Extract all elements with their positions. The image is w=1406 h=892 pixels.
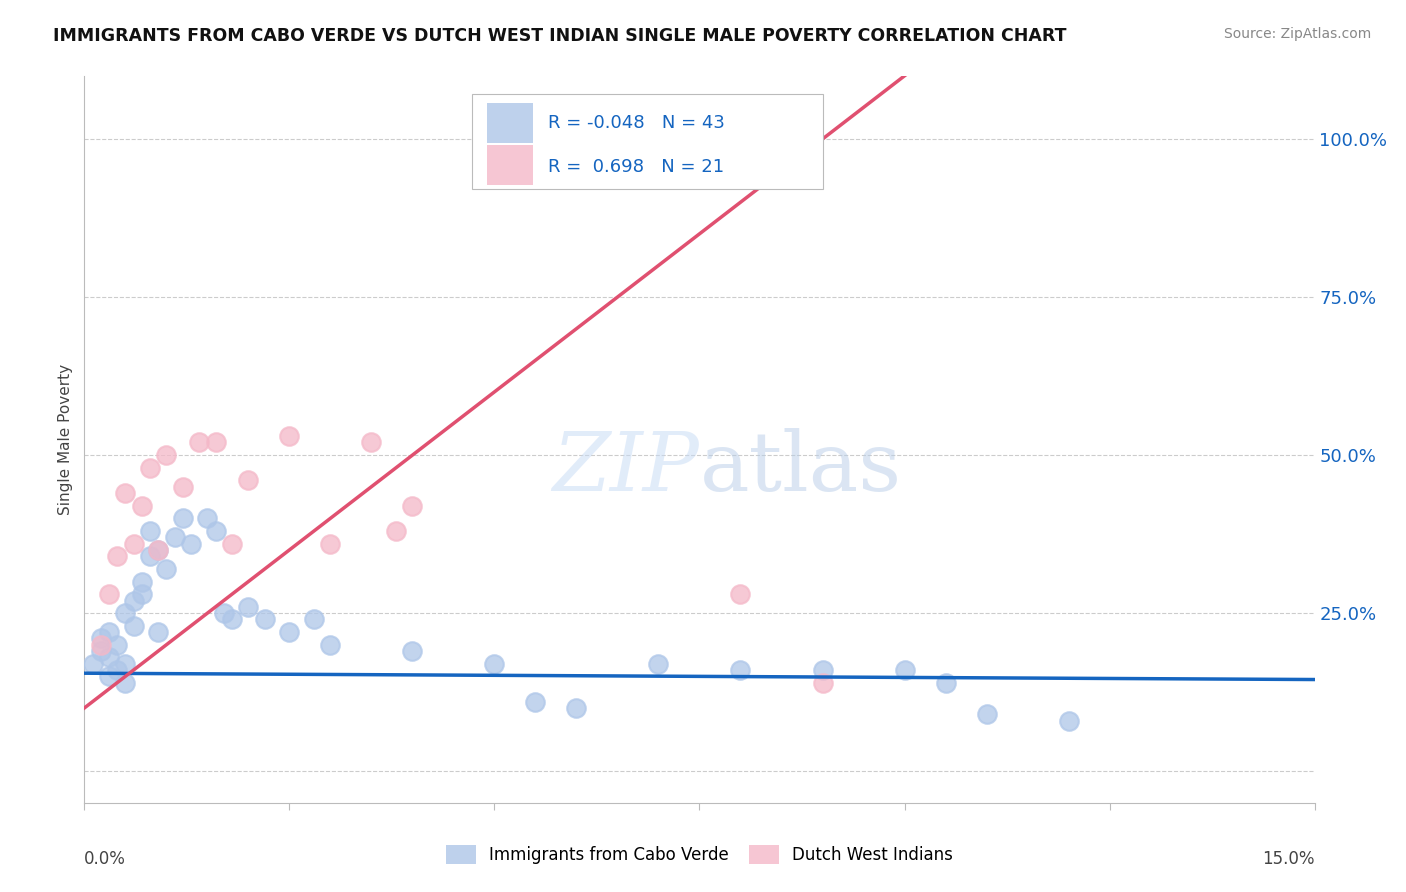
Text: R =  0.698   N = 21: R = 0.698 N = 21 bbox=[548, 158, 724, 176]
Point bbox=[278, 625, 301, 640]
Point bbox=[197, 511, 219, 525]
Point bbox=[139, 549, 162, 564]
Point bbox=[647, 657, 669, 671]
Point bbox=[90, 632, 112, 646]
Point bbox=[484, 657, 506, 671]
Point bbox=[105, 549, 128, 564]
Point bbox=[139, 460, 162, 475]
Text: ZIP: ZIP bbox=[553, 428, 700, 508]
Point bbox=[155, 562, 177, 576]
Y-axis label: Single Male Poverty: Single Male Poverty bbox=[58, 364, 73, 515]
Point bbox=[253, 612, 276, 626]
Point bbox=[524, 695, 547, 709]
Point bbox=[114, 486, 136, 500]
Point bbox=[221, 612, 243, 626]
Text: R = -0.048   N = 43: R = -0.048 N = 43 bbox=[548, 114, 725, 132]
Point bbox=[976, 707, 998, 722]
Point bbox=[238, 599, 260, 614]
Point bbox=[565, 701, 588, 715]
Point bbox=[163, 530, 186, 544]
Point bbox=[1057, 714, 1080, 728]
Point bbox=[82, 657, 104, 671]
Point bbox=[180, 536, 202, 550]
Point bbox=[131, 499, 153, 513]
Point bbox=[148, 543, 170, 558]
Point bbox=[188, 435, 211, 450]
Point bbox=[114, 606, 136, 620]
Point bbox=[893, 663, 915, 677]
Point bbox=[148, 625, 170, 640]
Point bbox=[212, 606, 235, 620]
Bar bbox=[486, 145, 533, 185]
Point bbox=[360, 435, 382, 450]
Point bbox=[105, 638, 128, 652]
Point bbox=[114, 657, 136, 671]
Point bbox=[131, 587, 153, 601]
Point bbox=[204, 524, 226, 538]
Point bbox=[935, 675, 957, 690]
Point bbox=[811, 675, 834, 690]
Point bbox=[319, 536, 342, 550]
Point bbox=[401, 499, 423, 513]
Point bbox=[131, 574, 153, 589]
Point bbox=[319, 638, 342, 652]
Point bbox=[238, 474, 260, 488]
Point bbox=[90, 644, 112, 658]
Point bbox=[278, 429, 301, 443]
Legend: Immigrants from Cabo Verde, Dutch West Indians: Immigrants from Cabo Verde, Dutch West I… bbox=[439, 838, 960, 871]
Point bbox=[139, 524, 162, 538]
Point bbox=[811, 663, 834, 677]
Point bbox=[172, 480, 194, 494]
Point bbox=[114, 675, 136, 690]
Point bbox=[122, 619, 145, 633]
Text: Source: ZipAtlas.com: Source: ZipAtlas.com bbox=[1223, 27, 1371, 41]
Point bbox=[730, 587, 752, 601]
Point bbox=[148, 543, 170, 558]
Point bbox=[385, 524, 408, 538]
Point bbox=[98, 625, 120, 640]
Text: atlas: atlas bbox=[700, 428, 901, 508]
Point bbox=[105, 663, 128, 677]
Point bbox=[204, 435, 226, 450]
Point bbox=[122, 536, 145, 550]
Point bbox=[730, 663, 752, 677]
Point bbox=[172, 511, 194, 525]
Text: 0.0%: 0.0% bbox=[84, 850, 127, 868]
Text: 15.0%: 15.0% bbox=[1263, 850, 1315, 868]
Point bbox=[98, 587, 120, 601]
Point bbox=[90, 638, 112, 652]
Point bbox=[122, 593, 145, 607]
Point bbox=[98, 669, 120, 683]
Point bbox=[302, 612, 325, 626]
Text: IMMIGRANTS FROM CABO VERDE VS DUTCH WEST INDIAN SINGLE MALE POVERTY CORRELATION : IMMIGRANTS FROM CABO VERDE VS DUTCH WEST… bbox=[53, 27, 1067, 45]
Point bbox=[155, 448, 177, 462]
Bar bbox=[486, 103, 533, 144]
Point bbox=[221, 536, 243, 550]
Point bbox=[401, 644, 423, 658]
FancyBboxPatch shape bbox=[472, 94, 823, 188]
Point bbox=[98, 650, 120, 665]
